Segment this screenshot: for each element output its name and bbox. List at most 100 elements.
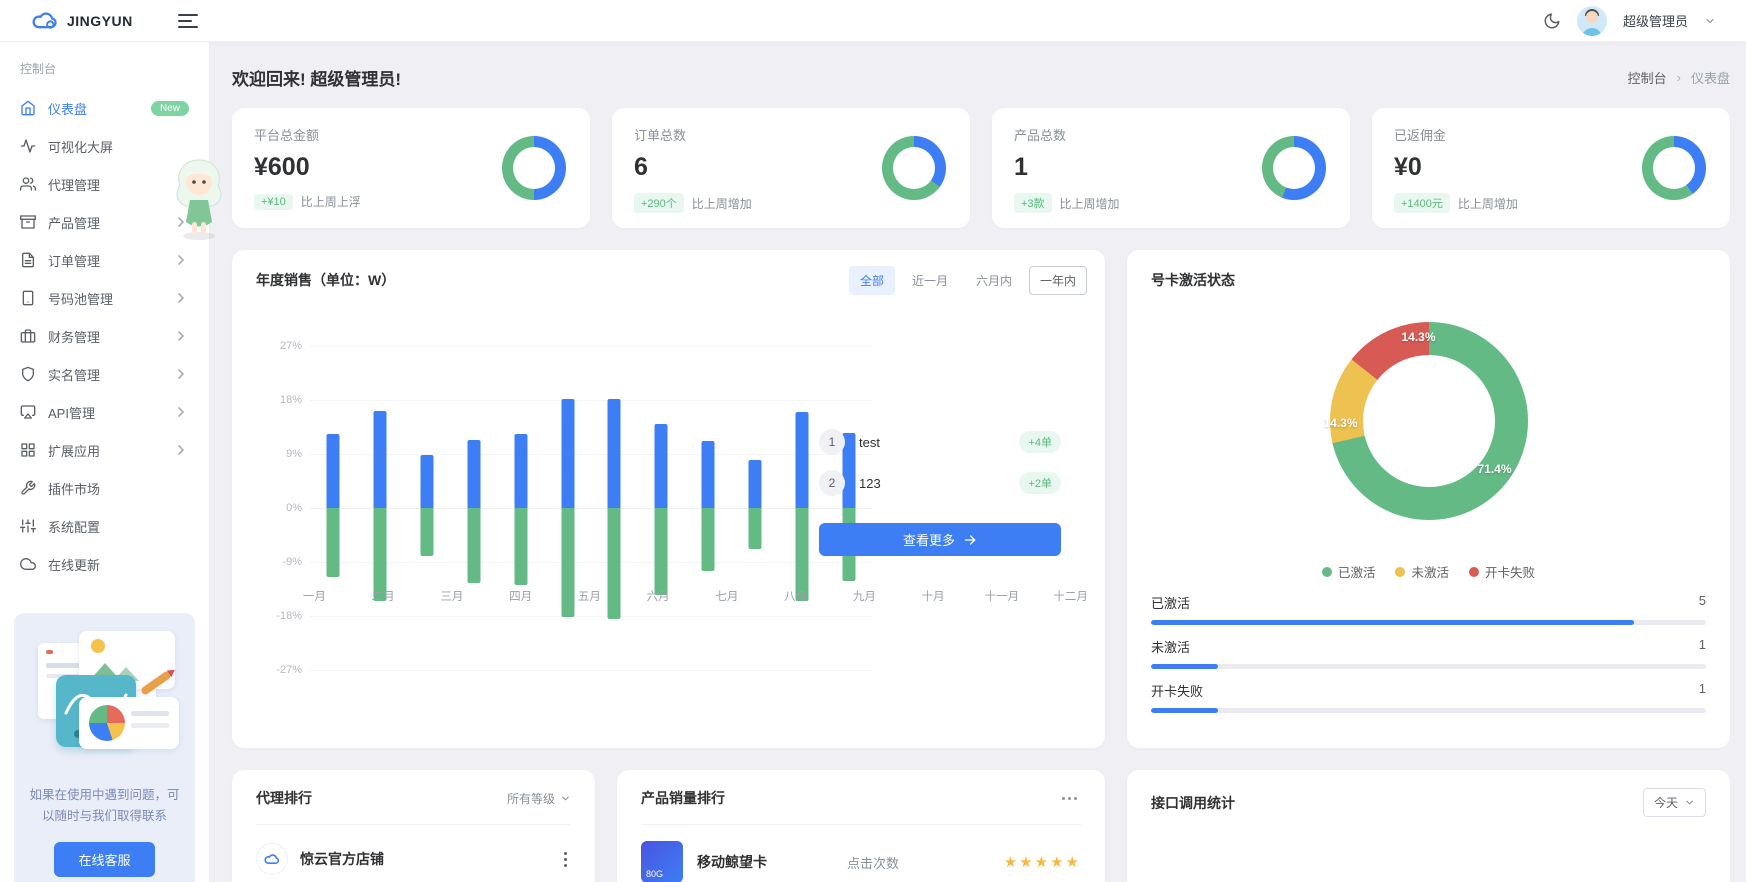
dark-mode-moon-icon[interactable] <box>1543 12 1561 30</box>
tab-一年内[interactable]: 一年内 <box>1028 266 1087 295</box>
view-more-button[interactable]: 查看更多 <box>819 523 1061 556</box>
legend-item-已激活[interactable]: 已激活 <box>1321 562 1375 581</box>
agent-name: 惊云官方店铺 <box>300 851 384 867</box>
bar-positive[interactable] <box>748 460 762 508</box>
stat-value: 1 <box>1014 153 1028 181</box>
sidebar-item-号码池管理[interactable]: 号码池管理 <box>12 279 197 317</box>
bar-negative[interactable] <box>607 508 621 619</box>
progress-head: 已激活 5 <box>1151 593 1706 612</box>
agent-level-filter[interactable]: 所有等级 <box>507 790 571 807</box>
sidebar: 控制台 仪表盘 New 可视化大屏 代理管理 产品管理 订单管理 号码池管理 财务管理 实名管理… <box>0 42 210 882</box>
ranking-item[interactable]: 2 123 +2单 <box>819 469 1061 497</box>
bar-negative[interactable] <box>326 508 340 577</box>
bar-positive[interactable] <box>420 455 434 508</box>
slice-label-已激活: 71.4% <box>1477 462 1512 476</box>
users-icon <box>20 177 36 191</box>
ranking-item[interactable]: 1 test +4单 <box>819 428 1061 456</box>
y-axis-tick: 27% <box>279 340 302 352</box>
y-axis-tick: -9% <box>282 556 302 568</box>
bar-negative[interactable] <box>701 508 715 571</box>
stat-title: 已返佣金 <box>1394 128 1447 143</box>
more-options-icon[interactable] <box>1058 793 1081 804</box>
month-label: 五月 <box>577 591 601 603</box>
brand-logo[interactable]: JINGYUN <box>0 11 160 31</box>
tab-近一月[interactable]: 近一月 <box>911 274 948 288</box>
legend-item-开卡失败[interactable]: 开卡失败 <box>1469 562 1535 581</box>
breadcrumb-console[interactable]: 控制台 <box>1627 70 1667 86</box>
legend-item-未激活[interactable]: 未激活 <box>1395 562 1449 581</box>
bar-group-五月 <box>497 346 544 670</box>
gridline <box>310 454 872 455</box>
bar-positive[interactable] <box>326 434 340 508</box>
rank-order-badge: +4单 <box>1019 431 1061 453</box>
help-illustration <box>30 631 179 773</box>
bar-positive[interactable] <box>654 424 668 508</box>
user-name[interactable]: 超级管理员 <box>1622 14 1688 29</box>
rating-stars-icon: ★★★★★ <box>1003 854 1081 871</box>
online-support-button[interactable]: 在线客服 <box>54 841 155 877</box>
progress-row-开卡失败: 开卡失败 1 <box>1151 681 1706 713</box>
archive-icon <box>20 215 36 229</box>
tab-全部[interactable]: 全部 <box>848 266 895 295</box>
sidebar-item-label: 财务管理 <box>48 329 101 345</box>
activation-legend: 已激活 未激活 开卡失败 <box>1151 562 1706 581</box>
cloud-logo-icon <box>30 11 60 31</box>
user-menu-chevron-down-icon[interactable] <box>1704 15 1716 27</box>
kebab-menu-icon[interactable] <box>560 848 571 871</box>
sidebar-item-产品管理[interactable]: 产品管理 <box>12 203 197 241</box>
bar-group-七月 <box>591 346 638 670</box>
chevron-right-icon <box>173 328 189 344</box>
product-list-item[interactable]: 80G 移动鲸望卡 点击次数 ★★★★★ <box>641 841 1081 882</box>
month-label: 十月 <box>921 591 945 603</box>
stat-card-平台总金额: 平台总金额 ¥600 +¥10 比上周上浮 <box>232 108 590 228</box>
bar-positive[interactable] <box>373 410 387 508</box>
bar-positive[interactable] <box>842 433 856 508</box>
sidebar-item-在线更新[interactable]: 在线更新 <box>12 545 197 583</box>
bar-positive[interactable] <box>701 440 715 508</box>
month-label: 七月 <box>715 591 739 603</box>
user-avatar[interactable] <box>1576 5 1607 36</box>
progress-label: 已激活 <box>1151 596 1191 611</box>
sidebar-item-仪表盘[interactable]: 仪表盘 New <box>12 89 197 127</box>
bar-positive[interactable] <box>607 398 621 508</box>
bar-negative[interactable] <box>561 508 575 618</box>
bar-negative[interactable] <box>420 508 434 556</box>
gridline <box>310 346 872 347</box>
rank-number: 1 <box>819 429 845 455</box>
chevron-right-icon <box>173 252 189 268</box>
menu-toggle-icon[interactable] <box>178 13 198 28</box>
bar-positive[interactable] <box>467 440 481 508</box>
x-axis-month-labels: 一月 二月 三月 四月 五月 六月 七月 八月 九月 十月 十一月 十二月 <box>280 588 1105 604</box>
bar-negative[interactable] <box>795 508 809 601</box>
sidebar-section-label: 控制台 <box>20 62 57 76</box>
progress-fill <box>1151 620 1634 625</box>
sidebar-item-订单管理[interactable]: 订单管理 <box>12 241 197 279</box>
sidebar-item-可视化大屏[interactable]: 可视化大屏 <box>12 127 197 165</box>
bar-positive[interactable] <box>561 398 575 508</box>
agent-ranking-title: 代理排行 <box>256 790 312 806</box>
rank-name: 123 <box>859 475 881 491</box>
bar-negative[interactable] <box>467 508 481 583</box>
brand-name: JINGYUN <box>67 12 133 29</box>
sidebar-item-系统配置[interactable]: 系统配置 <box>12 507 197 545</box>
sidebar-item-扩展应用[interactable]: 扩展应用 <box>12 431 197 469</box>
bar-negative[interactable] <box>654 508 668 595</box>
sidebar-item-实名管理[interactable]: 实名管理 <box>12 355 197 393</box>
bar-positive[interactable] <box>795 412 809 508</box>
bar-group-九月 <box>685 346 732 670</box>
tab-六月内[interactable]: 六月内 <box>975 274 1012 288</box>
sidebar-item-label: 在线更新 <box>48 557 101 573</box>
bar-negative[interactable] <box>748 508 762 549</box>
stat-footnote: +290个 比上周增加 <box>634 193 948 213</box>
api-period-select[interactable]: 今天 <box>1642 788 1706 817</box>
sidebar-item-插件市场[interactable]: 插件市场 <box>12 469 197 507</box>
bar-positive[interactable] <box>514 434 528 508</box>
bar-negative[interactable] <box>373 508 387 601</box>
agent-list-item[interactable]: 惊云官方店铺 <box>256 843 571 875</box>
sidebar-item-财务管理[interactable]: 财务管理 <box>12 317 197 355</box>
annual-sales-card: 年度销售（单位：W） 全部 近一月 六月内 一年内 27% 18% 9% 0% -9% -18%… <box>232 250 1105 748</box>
chevron-right-icon <box>173 214 189 230</box>
topbar: JINGYUN 超级管理员 <box>0 0 1746 42</box>
sidebar-item-API管理[interactable]: API管理 <box>12 393 197 431</box>
bar-negative[interactable] <box>514 508 528 585</box>
